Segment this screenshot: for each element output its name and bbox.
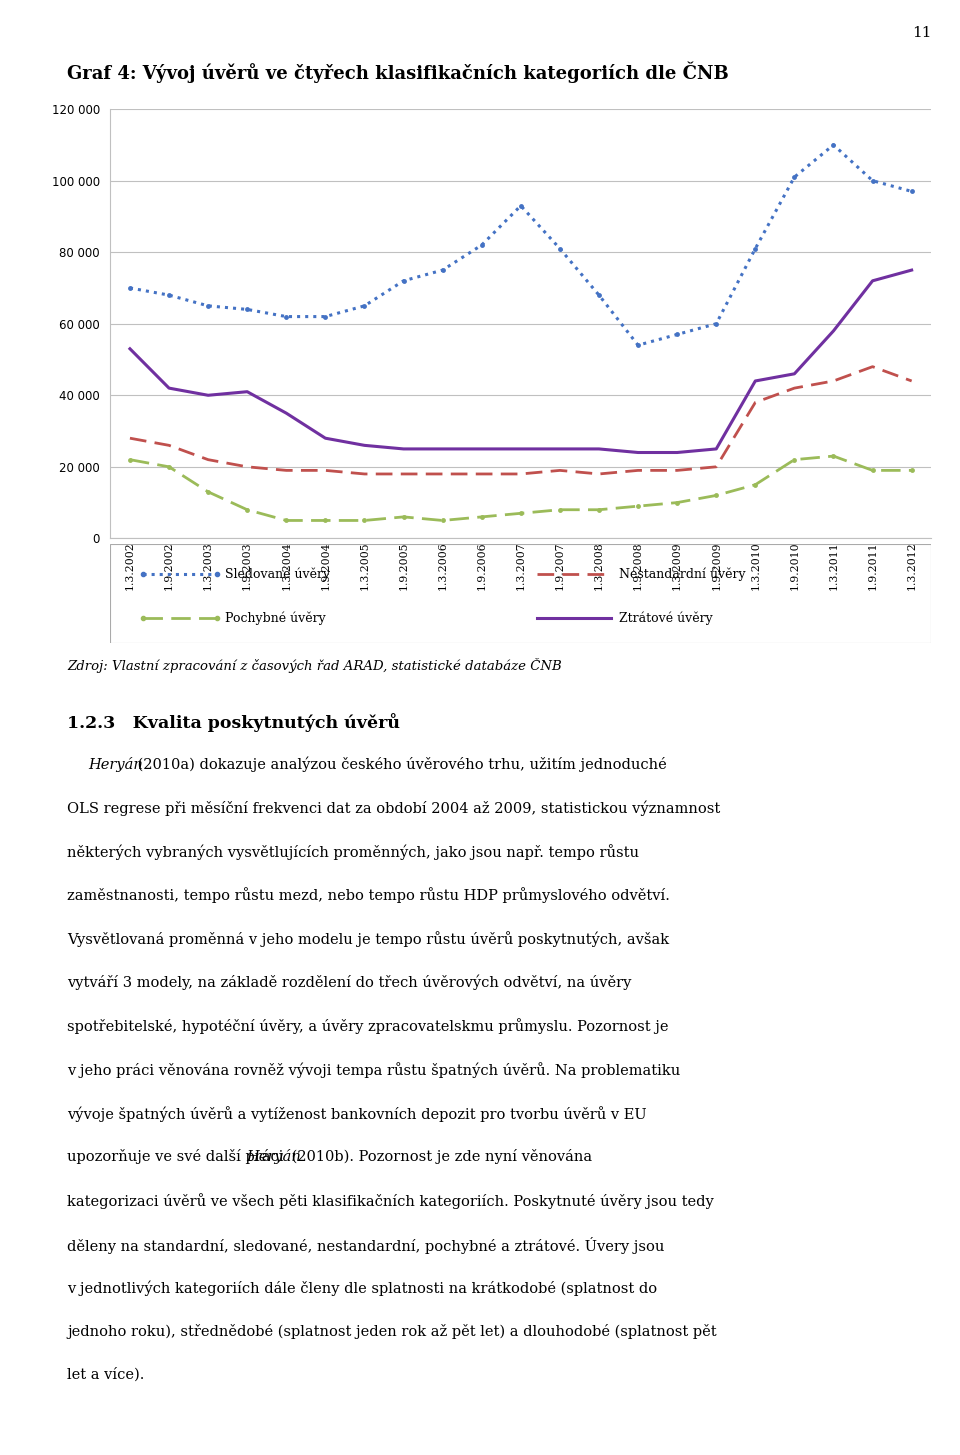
- Text: v jeho práci věnována rovněž vývoji tempa růstu špatných úvěrů. Na problematiku: v jeho práci věnována rovněž vývoji temp…: [67, 1062, 681, 1078]
- Text: Heryán: Heryán: [88, 757, 143, 771]
- Text: Nestandardní úvěry: Nestandardní úvěry: [619, 567, 746, 581]
- Text: v jednotlivých kategoriích dále členy dle splatnosti na krátkodobé (splatnost do: v jednotlivých kategoriích dále členy dl…: [67, 1280, 658, 1296]
- Text: Zdroj: Vlastní zpracování z časových řad ARAD, statistické databáze ČNB: Zdroj: Vlastní zpracování z časových řad…: [67, 658, 562, 672]
- Text: 11: 11: [912, 26, 931, 41]
- Text: kategorizaci úvěrů ve všech pěti klasifikačních kategoriích. Poskytnuté úvěry js: kategorizaci úvěrů ve všech pěti klasifi…: [67, 1193, 714, 1209]
- Text: vytváří 3 modely, na základě rozdělení do třech úvěrových odvětví, na úvěry: vytváří 3 modely, na základě rozdělení d…: [67, 975, 632, 991]
- Text: (2010b). Pozornost je zde nyní věnována: (2010b). Pozornost je zde nyní věnována: [287, 1149, 592, 1164]
- Text: OLS regrese při měsíční frekvenci dat za období 2004 až 2009, statistickou význa: OLS regrese při měsíční frekvenci dat za…: [67, 800, 720, 816]
- Text: děleny na standardní, sledované, nestandardní, pochybné a ztrátové. Úvery jsou: děleny na standardní, sledované, nestand…: [67, 1237, 664, 1254]
- Text: let a více).: let a více).: [67, 1368, 145, 1382]
- Text: zaměstnanosti, tempo růstu mezd, nebo tempo růstu HDP průmyslového odvětví.: zaměstnanosti, tempo růstu mezd, nebo te…: [67, 888, 670, 904]
- Text: Ztrátové úvěry: Ztrátové úvěry: [619, 611, 713, 626]
- Text: spotřebitelské, hypotéční úvěry, a úvěry zpracovatelskmu průmyslu. Pozornost je: spotřebitelské, hypotéční úvěry, a úvěry…: [67, 1018, 669, 1035]
- Text: Graf 4: Vývoj úvěrů ve čtyřech klasifikačních kategoriích dle ČNB: Graf 4: Vývoj úvěrů ve čtyřech klasifika…: [67, 61, 729, 83]
- Text: Pochybné úvěry: Pochybné úvěry: [226, 611, 326, 626]
- Text: vývoje špatných úvěrů a vytíženost bankovních depozit pro tvorbu úvěrů v EU: vývoje špatných úvěrů a vytíženost banko…: [67, 1106, 647, 1122]
- Text: některých vybraných vysvětlujících proměnných, jako jsou např. tempo růstu: některých vybraných vysvětlujících promě…: [67, 844, 639, 860]
- Text: upozorňuje ve své další práci: upozorňuje ve své další práci: [67, 1149, 288, 1164]
- Text: (2010a) dokazuje analýzou českého úvěrového trhu, užitím jednoduché: (2010a) dokazuje analýzou českého úvěrov…: [133, 757, 667, 773]
- Text: Vysvětlovaná proměnná v jeho modelu je tempo růstu úvěrů poskytnutých, avšak: Vysvětlovaná proměnná v jeho modelu je t…: [67, 931, 669, 947]
- Text: jednoho roku), střednědobé (splatnost jeden rok až pět let) a dlouhodobé (splatn: jednoho roku), střednědobé (splatnost je…: [67, 1324, 717, 1339]
- Text: Sledované úvěry: Sledované úvěry: [226, 567, 330, 581]
- Text: 1.2.3 Kvalita poskytnutých úvěrů: 1.2.3 Kvalita poskytnutých úvěrů: [67, 713, 400, 732]
- Text: Heryán: Heryán: [246, 1149, 300, 1164]
